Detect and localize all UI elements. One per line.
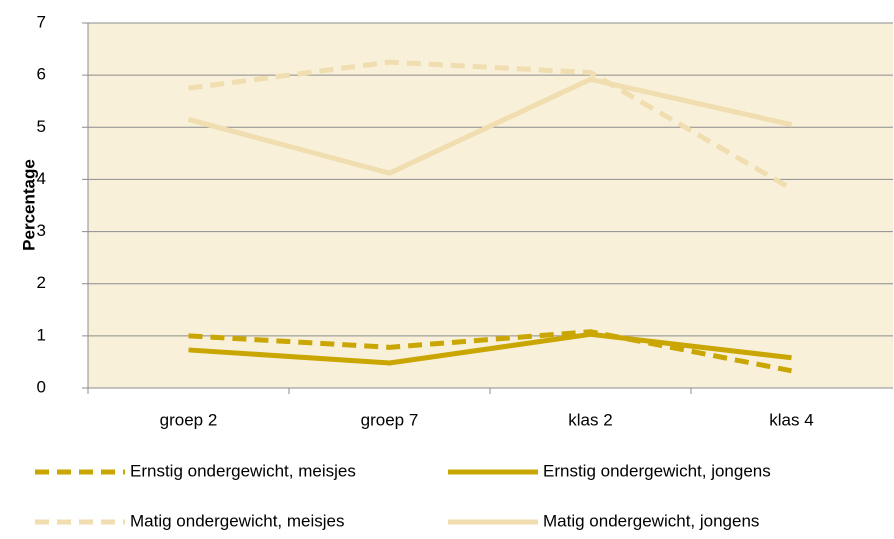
plot-area bbox=[88, 23, 893, 388]
legend-label: Matig ondergewicht, jongens bbox=[543, 511, 759, 530]
y-tick-label: 7 bbox=[37, 12, 46, 31]
legend-label: Ernstig ondergewicht, meisjes bbox=[130, 461, 356, 480]
series-line bbox=[188, 329, 792, 374]
x-tick-label: klas 2 bbox=[568, 410, 612, 429]
x-tick-label: groep 7 bbox=[361, 410, 419, 429]
series-line bbox=[187, 76, 793, 176]
y-tick-label: 3 bbox=[37, 221, 46, 240]
y-tick-label: 4 bbox=[37, 169, 46, 188]
series-line bbox=[188, 59, 793, 191]
x-tick-label: groep 2 bbox=[160, 410, 218, 429]
legend-label: Ernstig ondergewicht, jongens bbox=[543, 461, 771, 480]
y-tick-label: 2 bbox=[37, 273, 46, 292]
x-tick-label: klas 4 bbox=[769, 410, 813, 429]
y-tick-label: 6 bbox=[37, 65, 46, 84]
y-tick-label: 1 bbox=[37, 325, 46, 344]
y-tick-label: 5 bbox=[37, 117, 46, 136]
y-tick-label: 0 bbox=[37, 377, 46, 396]
series-line bbox=[188, 331, 792, 366]
y-axis-label: Percentage bbox=[19, 159, 38, 251]
legend-label: Matig ondergewicht, meisjes bbox=[130, 511, 344, 530]
